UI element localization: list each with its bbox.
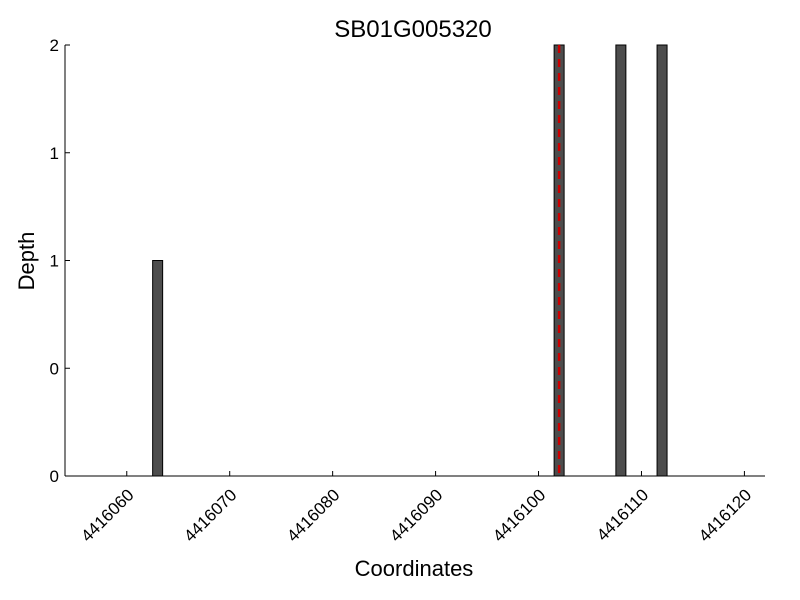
y-tick-label: 1 [50, 252, 59, 271]
depth-bar [615, 44, 627, 477]
y-tick-label: 1 [50, 144, 59, 163]
y-tick-label: 0 [50, 467, 59, 486]
y-axis-label: Depth [14, 232, 39, 291]
x-tick-label: 4416060 [77, 485, 137, 545]
x-tick-label: 4416110 [593, 485, 652, 544]
depth-bar [152, 260, 164, 477]
x-tick-label: 4416070 [180, 485, 240, 545]
plot-area: 0 0 1 1 2 4416060 4416070 4416080 4416090 4416100… [50, 36, 765, 546]
x-tick-label: 4416100 [489, 485, 549, 545]
chart-title: SB01G005320 [334, 16, 491, 43]
x-axis-label: Coordinates [355, 556, 474, 581]
x-tick-label: 4416090 [386, 485, 446, 545]
x-tick-label: 4416080 [283, 485, 343, 545]
depth-bar [656, 44, 668, 477]
y-tick-label: 0 [50, 359, 59, 378]
y-tick-label: 2 [50, 36, 59, 55]
x-tick-label: 4416120 [695, 485, 755, 545]
